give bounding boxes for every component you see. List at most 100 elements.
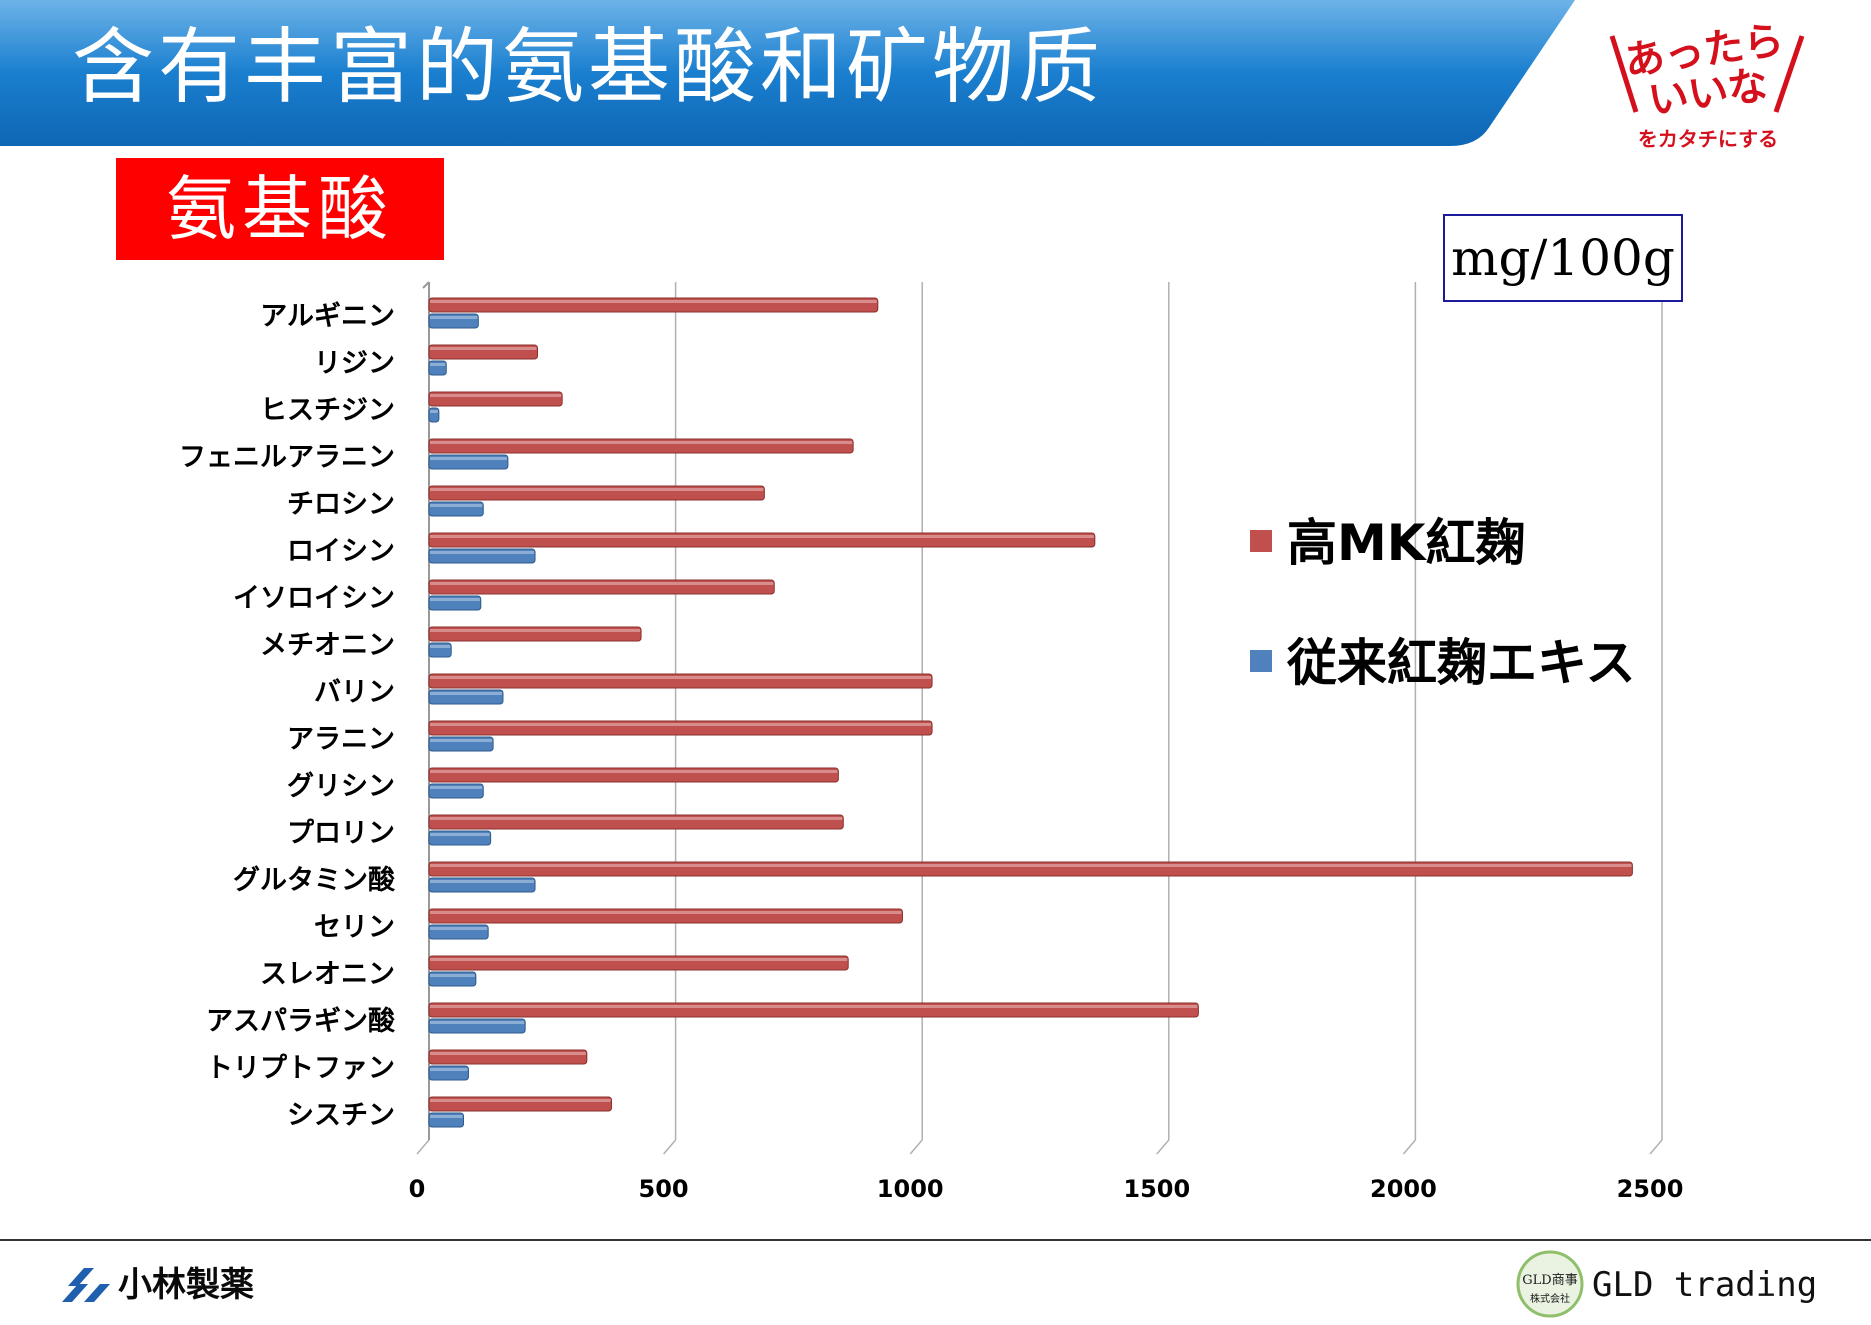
category-label: チロシン bbox=[287, 489, 395, 520]
legend-label: 従来紅麹エキス bbox=[1286, 634, 1636, 692]
partner-name: GLD trading bbox=[1592, 1265, 1818, 1305]
bar-highlight bbox=[430, 692, 502, 695]
category-label: グルタミン酸 bbox=[233, 864, 396, 896]
gridline-depth bbox=[663, 1139, 677, 1155]
bar-conventional bbox=[428, 501, 484, 517]
header-bar bbox=[0, 0, 1575, 146]
bar-conventional bbox=[428, 830, 492, 846]
category-label: シスチン bbox=[287, 1100, 395, 1131]
company-logo-icon bbox=[62, 1268, 110, 1302]
bar-high-mk bbox=[428, 391, 563, 407]
company-name: 小林製薬 bbox=[118, 1265, 254, 1305]
bar-highlight bbox=[430, 394, 562, 397]
bar-highlight bbox=[430, 911, 902, 914]
bar-highlight bbox=[430, 1068, 468, 1071]
gridline-depth bbox=[1402, 1139, 1416, 1155]
bar-highlight bbox=[430, 457, 507, 460]
category-label: トリプトファン bbox=[206, 1053, 395, 1084]
section-label: 氨基酸 bbox=[116, 158, 444, 260]
bar-highlight bbox=[430, 504, 483, 507]
bar-high-mk bbox=[428, 908, 903, 924]
bar-high-mk bbox=[428, 297, 879, 313]
bar-high-mk bbox=[428, 532, 1096, 548]
brand-logo-mark bbox=[1609, 35, 1805, 113]
bar-conventional bbox=[428, 783, 484, 799]
bar-highlight bbox=[430, 598, 480, 601]
bar-high-mk bbox=[428, 673, 933, 689]
page-title: 含有丰富的氨基酸和矿物质 bbox=[72, 20, 1105, 115]
bar-high-mk bbox=[428, 626, 642, 642]
x-tick-label: 2000 bbox=[1370, 1175, 1437, 1203]
bar-highlight bbox=[430, 880, 535, 883]
bar-highlight bbox=[430, 1115, 463, 1118]
bar-highlight bbox=[430, 629, 641, 632]
bar-conventional bbox=[428, 313, 479, 329]
bar-highlight bbox=[430, 551, 535, 554]
category-label: ロイシン bbox=[287, 536, 395, 567]
partner-logo-line2: 株式会社 bbox=[1530, 1292, 1570, 1305]
bar-high-mk bbox=[428, 767, 839, 783]
y-axis-cap bbox=[422, 281, 430, 289]
x-tick-label: 0 bbox=[409, 1175, 426, 1203]
brand-logo: あったら いいな をカタチにする bbox=[1609, 17, 1805, 151]
bar-highlight bbox=[430, 770, 838, 773]
bar-conventional bbox=[428, 595, 482, 611]
bar-high-mk bbox=[428, 720, 933, 736]
category-label: バリン bbox=[314, 677, 395, 708]
bar-highlight bbox=[430, 410, 438, 413]
bar-conventional bbox=[428, 1065, 469, 1081]
bar-conventional bbox=[428, 548, 536, 564]
bar-high-mk bbox=[428, 438, 854, 454]
category-label: スレオニン bbox=[260, 959, 395, 990]
gridline-depth bbox=[416, 1139, 430, 1155]
gridline-depth bbox=[909, 1139, 923, 1155]
bar-highlight bbox=[430, 300, 877, 303]
bar-conventional bbox=[428, 1112, 465, 1128]
x-tick-label: 500 bbox=[639, 1175, 689, 1203]
bar-conventional bbox=[428, 971, 477, 987]
legend-label: 高MK紅麹 bbox=[1287, 514, 1526, 572]
bar-high-mk bbox=[428, 814, 844, 830]
bar-highlight bbox=[430, 676, 932, 679]
bar-high-mk bbox=[428, 485, 765, 501]
category-label: アルギニン bbox=[260, 301, 395, 332]
bar-highlight bbox=[430, 363, 446, 366]
legend-swatch bbox=[1250, 530, 1272, 552]
partner-logo-icon: GLD商事 株式会社 bbox=[1516, 1250, 1584, 1318]
bar-conventional bbox=[428, 877, 536, 893]
partner-logo-line1: GLD商事 bbox=[1522, 1273, 1577, 1288]
bar-highlight bbox=[430, 958, 848, 961]
gridline-depth bbox=[1649, 1139, 1663, 1155]
bar-high-mk bbox=[428, 344, 539, 360]
bar-high-mk bbox=[428, 955, 849, 971]
bar-highlight bbox=[430, 974, 475, 977]
category-label: プロリン bbox=[287, 818, 395, 849]
brand-logo-tagline: をカタチにする bbox=[1638, 127, 1778, 151]
category-label: メチオニン bbox=[260, 630, 395, 661]
bar-highlight bbox=[430, 441, 853, 444]
category-label: リジン bbox=[314, 348, 395, 379]
bar-highlight bbox=[430, 1052, 586, 1055]
x-tick-label: 2500 bbox=[1617, 1175, 1684, 1203]
bar-highlight bbox=[430, 817, 843, 820]
bar-high-mk bbox=[428, 1096, 612, 1112]
x-tick-label: 1000 bbox=[877, 1175, 944, 1203]
bar-highlight bbox=[430, 833, 490, 836]
footer-divider bbox=[0, 1239, 1871, 1241]
bar-highlight bbox=[430, 347, 537, 350]
category-label: イソロイシン bbox=[233, 583, 395, 614]
category-label: ヒスチジン bbox=[260, 395, 395, 426]
bar-highlight bbox=[430, 488, 764, 491]
bar-highlight bbox=[430, 316, 478, 319]
bar-high-mk bbox=[428, 1049, 588, 1065]
bar-highlight bbox=[430, 1021, 525, 1024]
bar-conventional bbox=[428, 642, 452, 658]
bar-highlight bbox=[430, 582, 774, 585]
bar-high-mk bbox=[428, 579, 775, 595]
gridline-depth bbox=[1156, 1139, 1170, 1155]
bar-conventional bbox=[428, 736, 494, 752]
category-label: フェニルアラニン bbox=[179, 442, 395, 473]
bar-highlight bbox=[430, 535, 1094, 538]
category-label: グリシン bbox=[287, 770, 395, 802]
bar-highlight bbox=[430, 723, 932, 726]
